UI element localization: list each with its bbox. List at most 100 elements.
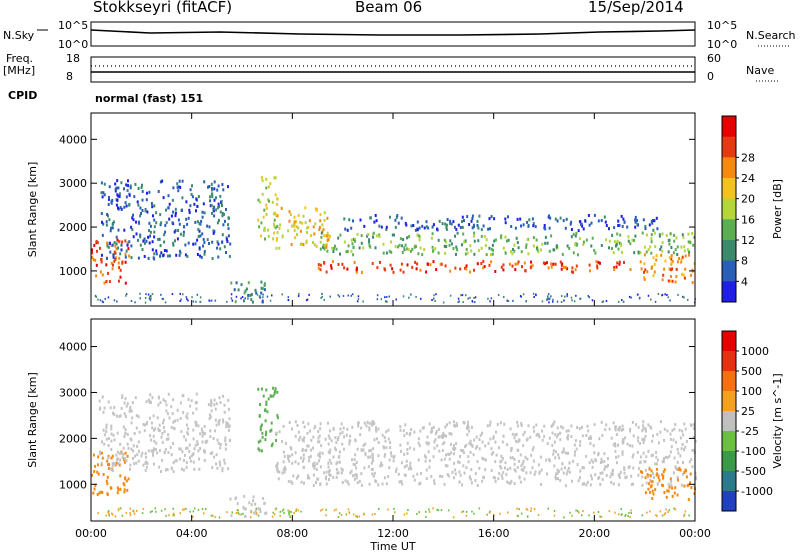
echo-cell (516, 466, 519, 469)
echo-cell (692, 243, 695, 247)
echo-cell (419, 429, 422, 433)
echo-cell (475, 446, 477, 450)
echo-cell (219, 194, 222, 198)
echo-cell (455, 422, 458, 426)
echo-cell (270, 421, 273, 425)
echo-cell (120, 181, 123, 185)
echo-cell (126, 488, 129, 492)
echo-cell (616, 232, 619, 236)
echo-cell (192, 242, 195, 246)
echo-cell (527, 224, 530, 228)
echo-cell (620, 214, 623, 218)
noise-cell (134, 301, 136, 304)
noise-cell (199, 296, 202, 299)
echo-cell (590, 244, 593, 248)
echo-cell (125, 195, 128, 199)
echo-cell (344, 479, 347, 483)
echo-cell (251, 300, 254, 304)
echo-cell (200, 427, 203, 431)
echo-cell (213, 205, 216, 209)
noise-cell (588, 296, 590, 299)
echo-cell (669, 477, 672, 481)
noise-cell (149, 299, 152, 302)
echo-cell (332, 476, 335, 480)
echo-cell (639, 461, 642, 465)
echo-cell (516, 424, 519, 428)
echo-cell (556, 219, 559, 223)
colorbar-segment (722, 471, 736, 492)
noise-cell (682, 295, 684, 298)
echo-cell (562, 426, 565, 430)
noise-cell (203, 512, 205, 515)
echo-cell (164, 399, 167, 403)
echo-cell (371, 454, 374, 458)
echo-cell (500, 466, 503, 470)
echo-cell (558, 456, 561, 460)
echo-cell (443, 238, 446, 242)
echo-cell (329, 473, 332, 477)
echo-cell (199, 234, 202, 238)
echo-cell (124, 415, 127, 418)
echo-cell (117, 450, 119, 454)
echo-cell (299, 229, 302, 233)
echo-cell (402, 238, 405, 241)
echo-cell (289, 213, 292, 216)
echo-cell (158, 423, 161, 427)
echo-cell (141, 198, 144, 202)
echo-cell (481, 431, 484, 435)
y-tick-label: 4000 (59, 341, 87, 354)
echo-cell (100, 451, 103, 455)
echo-cell (534, 225, 537, 229)
echo-cell (639, 470, 642, 474)
noise-cell (550, 295, 552, 298)
echo-cell (171, 412, 174, 416)
echo-cell (112, 263, 114, 267)
echo-cell (644, 468, 647, 472)
echo-cell (371, 459, 374, 462)
echo-cell (603, 215, 606, 219)
echo-cell (158, 237, 161, 241)
echo-cell (163, 240, 166, 244)
echo-cell (107, 400, 110, 404)
echo-cell (92, 491, 95, 495)
echo-cell (116, 198, 119, 202)
echo-cell (453, 225, 456, 229)
echo-cell (145, 400, 148, 404)
echo-cell (584, 219, 587, 223)
echo-cell (351, 242, 354, 246)
noise-cell (548, 298, 550, 301)
echo-cell (533, 472, 536, 476)
echo-cell (377, 441, 380, 444)
echo-cell (414, 260, 417, 264)
echo-cell (517, 260, 520, 264)
echo-cell (618, 260, 621, 264)
echo-cell (673, 427, 676, 431)
echo-cell (172, 210, 175, 214)
noise-cell (111, 512, 113, 515)
echo-cell (640, 267, 643, 271)
echo-cell (400, 479, 403, 483)
echo-cell (604, 220, 607, 224)
echo-cell (130, 225, 133, 229)
echo-cell (579, 443, 582, 447)
echo-cell (441, 442, 444, 446)
echo-cell (554, 475, 557, 479)
echo-cell (107, 444, 110, 447)
echo-cell (658, 233, 661, 236)
echo-cell (406, 452, 409, 455)
echo-cell (476, 484, 479, 487)
echo-cell (616, 261, 619, 265)
echo-cell (323, 261, 326, 264)
echo-cell (605, 465, 608, 469)
echo-cell (368, 482, 371, 486)
echo-cell (97, 472, 100, 476)
echo-cell (128, 203, 131, 207)
echo-cell (377, 483, 380, 487)
echo-cell (111, 454, 114, 458)
echo-cell (472, 234, 475, 238)
echo-cell (358, 246, 361, 250)
echo-cell (598, 437, 601, 441)
echo-cell (579, 220, 582, 223)
echo-cell (647, 423, 650, 427)
echo-cell (455, 227, 458, 231)
